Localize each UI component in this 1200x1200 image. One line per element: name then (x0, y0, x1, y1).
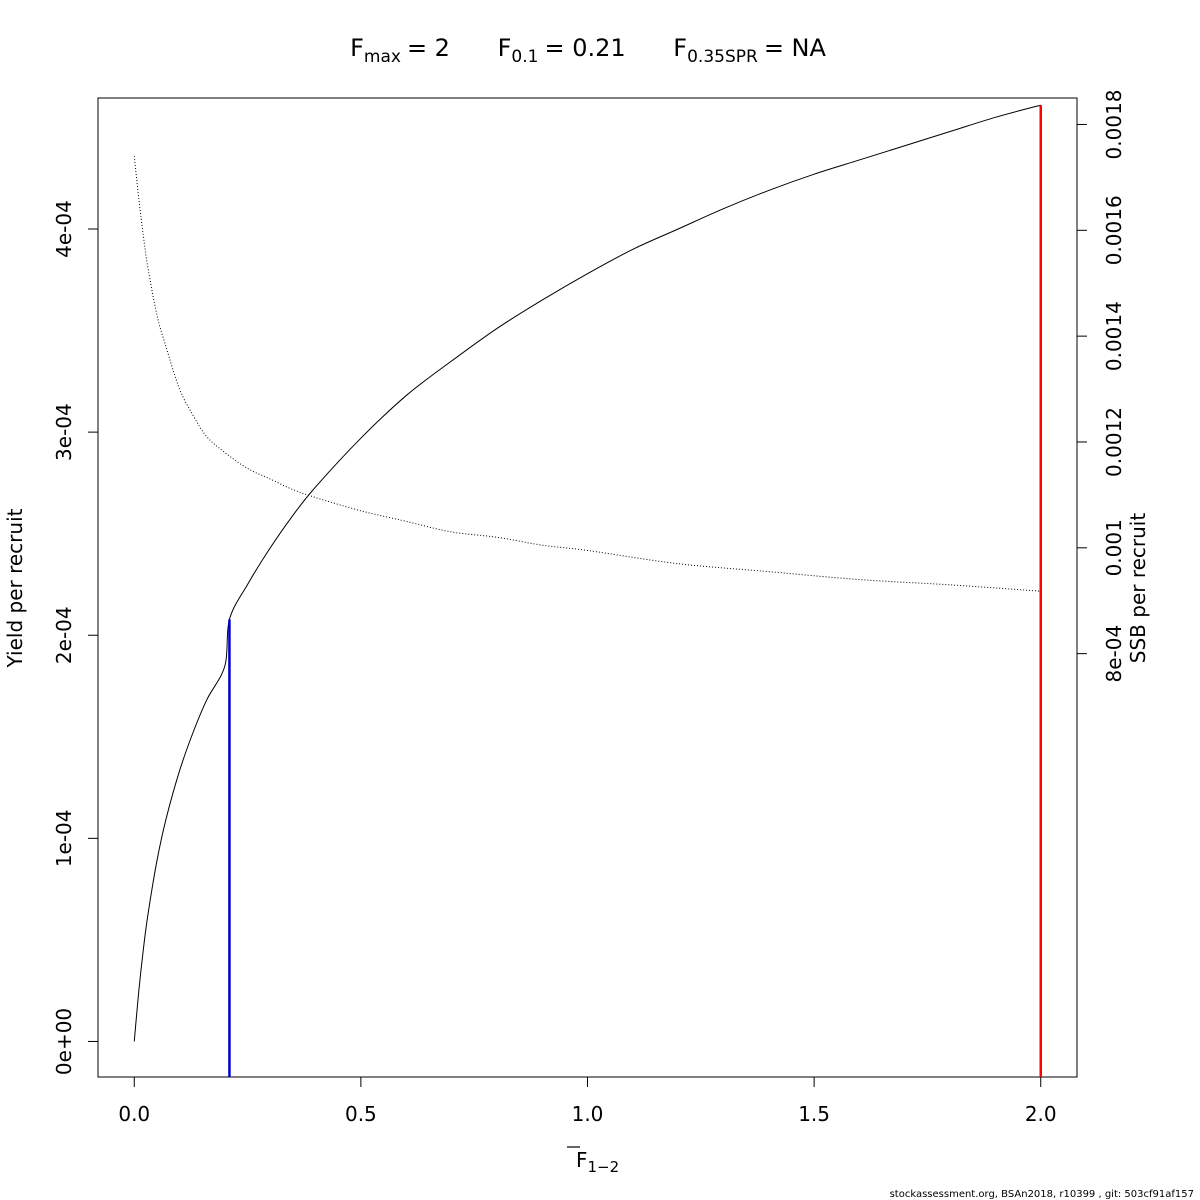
ssb-per-recruit-line (133, 156, 1041, 592)
y-tick-label: 3e-04 (52, 403, 76, 461)
y2-tick-label: 0.0014 (1102, 301, 1126, 371)
y-tick-label: 0e+00 (52, 1008, 76, 1075)
y2-axis-label: SSB per recruit (1126, 513, 1150, 664)
y2-tick-label: 8e-04 (1102, 625, 1126, 683)
y-tick-label: 2e-04 (52, 606, 76, 664)
chart-title: Fmax = 2 F0.1 = 0.21 F0.35SPR = NA (350, 34, 826, 67)
x-tick-label: 2.0 (1025, 1102, 1057, 1126)
x-tick-label: 1.0 (572, 1102, 604, 1126)
plot-frame (97, 97, 1078, 1078)
x-axis-label: F1−2 (576, 1148, 619, 1176)
y2-tick-label: 0.0016 (1102, 195, 1126, 265)
x-axis: 0.0 0.5 1.0 1.5 2.0 (118, 1077, 1057, 1126)
y2-tick-label: 0.0012 (1102, 407, 1126, 477)
x-tick-label: 0.5 (345, 1102, 377, 1126)
x-tick-label: 0.0 (118, 1102, 150, 1126)
y-axis-right: 8e-04 0.001 0.0012 0.0014 0.0016 0.0018 (1077, 89, 1126, 683)
x-tick-label: 1.5 (798, 1102, 830, 1126)
footer-text: stockassessment.org, BSAn2018, r10399 , … (890, 1189, 1194, 1200)
series-layer (133, 104, 1041, 1042)
y-tick-label: 4e-04 (52, 200, 76, 258)
y2-tick-label: 0.0018 (1102, 89, 1126, 159)
y-axis-left: 0e+00 1e-04 2e-04 3e-04 4e-04 (52, 200, 98, 1075)
y2-tick-label: 0.001 (1102, 519, 1126, 576)
reference-lines (228, 105, 1042, 1077)
yield-per-recruit-line (133, 104, 1041, 1042)
y-tick-label: 1e-04 (52, 809, 76, 867)
y-axis-label: Yield per recruit (3, 508, 27, 668)
